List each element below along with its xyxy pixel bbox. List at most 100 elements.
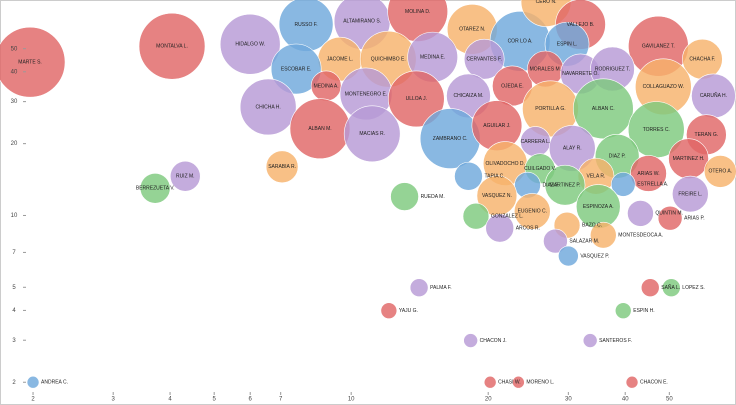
point-label: NAVARRETE O. xyxy=(562,71,599,77)
point-label: QUINTIN M. xyxy=(655,211,683,217)
point-label: ANDREA C. xyxy=(41,380,68,386)
bubble xyxy=(463,333,478,348)
point-label: MARTE S. xyxy=(18,60,42,66)
bubble xyxy=(657,205,683,231)
point-label: OJEDA E. xyxy=(501,83,524,89)
point-label: TAPIA C. xyxy=(484,174,504,180)
point-label: CHACHA F. xyxy=(689,56,715,62)
bubble xyxy=(614,302,632,319)
point-label: ZAMBRANO C. xyxy=(433,136,468,142)
point-label: RODRIGUEZ T. xyxy=(595,66,630,72)
point-label: BERREZUETA V. xyxy=(136,186,175,192)
bubble xyxy=(390,182,419,211)
point-label: CARRERA L. xyxy=(521,139,551,145)
point-label: VASQUEZ P. xyxy=(580,253,609,259)
point-label: MARTINEZ P. xyxy=(550,182,581,188)
point-label: JACOME L. xyxy=(327,56,353,62)
y-tick-label: 10 xyxy=(11,213,18,219)
x-tick-label: 7 xyxy=(279,397,283,403)
point-label: MONTESDEOCA A. xyxy=(618,232,663,238)
point-label: MARTINEZ H. xyxy=(673,156,705,162)
point-label: ESCOBAR E. xyxy=(281,66,312,72)
point-label: VALLEJO B. xyxy=(567,22,595,28)
bubble xyxy=(239,78,297,136)
bubbles xyxy=(0,0,736,389)
point-label: RUSSO F. xyxy=(295,22,318,28)
point-label: SALAZAR M. xyxy=(569,238,599,244)
x-tick-label: 6 xyxy=(249,397,253,403)
bubble xyxy=(463,38,505,80)
bubble xyxy=(139,172,171,204)
point-label: MEDINA A. xyxy=(314,83,339,89)
point-label: OLIVADOCHO D. xyxy=(486,161,525,167)
point-label: CERVANTES F. xyxy=(467,56,502,62)
point-label: MACIAS R. xyxy=(359,131,385,137)
point-label: ESPINOZA A. xyxy=(583,204,614,210)
y-tick-label: 20 xyxy=(11,141,18,147)
bubble xyxy=(138,12,206,80)
point-label: MONTENEGRO E. xyxy=(345,91,388,97)
bubble xyxy=(544,164,586,206)
bubble xyxy=(270,43,322,95)
point-label: VASQUEZ N. xyxy=(482,193,512,199)
x-tick-label: 4 xyxy=(168,397,172,403)
y-tick-label: 7 xyxy=(12,250,16,256)
bubble xyxy=(169,160,201,192)
point-label: OTERO A. xyxy=(708,169,732,175)
y-tick-label: 4 xyxy=(12,308,16,314)
point-label: MOLINA D. xyxy=(405,9,430,15)
point-label: SARABIA R. xyxy=(268,164,296,170)
point-label: RUEDA M. xyxy=(421,194,445,200)
bubble xyxy=(625,375,639,389)
bubble xyxy=(409,278,429,298)
point-label: CHASI W. xyxy=(498,380,521,386)
point-label: CARUÑA H. xyxy=(700,92,727,99)
bubble xyxy=(219,13,281,75)
bubble xyxy=(661,278,681,298)
x-tick-label: 50 xyxy=(666,397,673,403)
point-label: ARIAS P. xyxy=(684,216,704,222)
point-label: HIDALGO W. xyxy=(235,42,265,48)
point-label: ULLOA J. xyxy=(406,96,427,102)
y-tick-label: 30 xyxy=(11,99,18,105)
point-label: ESTRELLA A. xyxy=(637,182,668,188)
point-label: SAÑA L. xyxy=(661,284,680,291)
bubble xyxy=(514,193,551,230)
point-label: ALTAMIRANO S. xyxy=(343,19,381,25)
point-label: ESPIN H. xyxy=(633,308,654,314)
bubble xyxy=(543,228,568,254)
bubble xyxy=(610,172,636,197)
point-label: ESPIN L. xyxy=(557,42,578,48)
bubble xyxy=(627,200,654,227)
bubble xyxy=(343,105,401,163)
point-label: MORENO L. xyxy=(526,380,554,386)
point-label: TORRES C. xyxy=(643,127,670,133)
point-label: MEDINA E. xyxy=(420,54,445,60)
y-tick-label: 5 xyxy=(12,285,16,291)
bubble xyxy=(380,302,398,319)
point-label: GONZALEZ L. xyxy=(491,214,524,220)
point-label: DIAZ P. xyxy=(609,154,626,160)
point-label: GAVILANEZ T. xyxy=(642,44,675,50)
point-label: ARCOS R. xyxy=(516,225,540,231)
point-label: ALBAN M. xyxy=(308,126,331,132)
point-label: CHICAIZA M. xyxy=(453,93,483,99)
point-label: ALAY R. xyxy=(563,146,582,152)
bubble xyxy=(265,150,299,184)
point-label: CHACON E. xyxy=(640,380,668,386)
y-tick-label: 2 xyxy=(12,380,16,386)
y-tick-label: 3 xyxy=(12,338,16,344)
bubble xyxy=(589,221,617,249)
bubble xyxy=(672,175,709,213)
point-label: AGUILAR J. xyxy=(483,123,510,129)
point-label: VELA R. xyxy=(587,174,606,180)
point-label: YAJU G. xyxy=(399,308,418,314)
point-label: BAZO C. xyxy=(582,223,602,229)
point-label: QUICHIMBO E. xyxy=(371,56,406,62)
point-label: TERAN G. xyxy=(695,132,719,138)
point-label: CUILGADO V. xyxy=(524,166,556,172)
point-label: RUIZ M. xyxy=(176,174,195,180)
point-label: COLLAGUAZO W. xyxy=(643,84,684,90)
point-label: EUGENIO C. xyxy=(518,209,547,215)
point-label: SANTEROS F. xyxy=(599,338,632,344)
